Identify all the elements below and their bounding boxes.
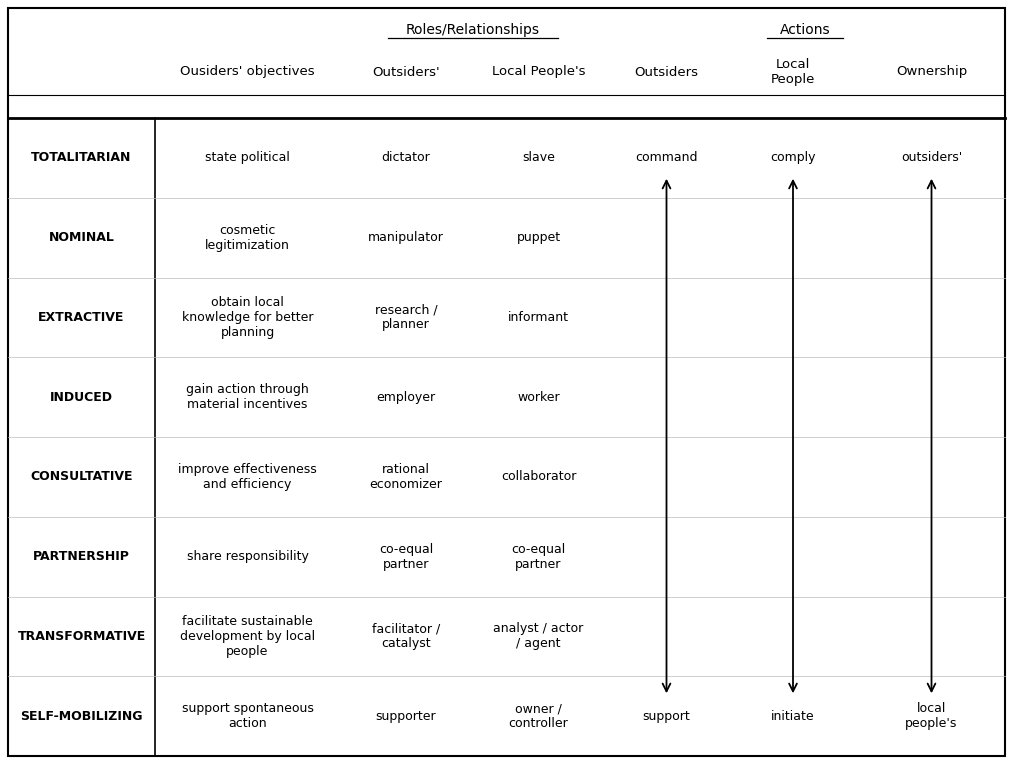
Text: Local
People: Local People — [771, 58, 815, 86]
Text: support: support — [642, 710, 691, 723]
Text: Local People's: Local People's — [491, 66, 586, 79]
Text: cosmetic
legitimization: cosmetic legitimization — [205, 224, 290, 251]
Text: slave: slave — [522, 151, 555, 164]
Text: outsiders': outsiders' — [901, 151, 962, 164]
Text: share responsibility: share responsibility — [186, 550, 308, 563]
Text: NOMINAL: NOMINAL — [49, 231, 114, 244]
Text: Outsiders': Outsiders' — [372, 66, 440, 79]
Text: employer: employer — [377, 390, 436, 403]
Text: collaborator: collaborator — [500, 471, 576, 484]
Text: supporter: supporter — [376, 710, 437, 723]
Text: manipulator: manipulator — [368, 231, 444, 244]
Text: EXTRACTIVE: EXTRACTIVE — [38, 311, 125, 324]
Text: comply: comply — [770, 151, 815, 164]
Text: co-equal
partner: co-equal partner — [512, 542, 565, 571]
Text: initiate: initiate — [771, 710, 814, 723]
Text: improve effectiveness
and efficiency: improve effectiveness and efficiency — [178, 463, 317, 491]
Text: Ownership: Ownership — [895, 66, 967, 79]
Text: dictator: dictator — [382, 151, 431, 164]
Text: informant: informant — [508, 311, 569, 324]
Text: Outsiders: Outsiders — [634, 66, 699, 79]
Text: owner /
controller: owner / controller — [509, 702, 568, 730]
Text: command: command — [635, 151, 698, 164]
Text: Roles/Relationships: Roles/Relationships — [405, 23, 540, 37]
Text: facilitator /
catalyst: facilitator / catalyst — [372, 623, 440, 650]
Text: co-equal
partner: co-equal partner — [379, 542, 434, 571]
Text: TRANSFORMATIVE: TRANSFORMATIVE — [17, 630, 146, 643]
Text: TOTALITARIAN: TOTALITARIAN — [31, 151, 132, 164]
Text: CONSULTATIVE: CONSULTATIVE — [30, 471, 133, 484]
Text: obtain local
knowledge for better
planning: obtain local knowledge for better planni… — [181, 296, 313, 339]
Text: state political: state political — [205, 151, 290, 164]
Text: support spontaneous
action: support spontaneous action — [181, 702, 313, 730]
Text: INDUCED: INDUCED — [50, 390, 113, 403]
Text: worker: worker — [518, 390, 560, 403]
Text: Ousiders' objectives: Ousiders' objectives — [180, 66, 315, 79]
Text: PARTNERSHIP: PARTNERSHIP — [33, 550, 130, 563]
Text: facilitate sustainable
development by local
people: facilitate sustainable development by lo… — [180, 615, 315, 658]
Text: local
people's: local people's — [906, 702, 957, 730]
Text: research /
planner: research / planner — [375, 303, 438, 332]
Text: rational
economizer: rational economizer — [370, 463, 443, 491]
Text: SELF-MOBILIZING: SELF-MOBILIZING — [20, 710, 143, 723]
Text: Actions: Actions — [780, 23, 831, 37]
Text: analyst / actor
/ agent: analyst / actor / agent — [493, 623, 583, 650]
Text: gain action through
material incentives: gain action through material incentives — [186, 383, 309, 411]
Text: puppet: puppet — [517, 231, 560, 244]
